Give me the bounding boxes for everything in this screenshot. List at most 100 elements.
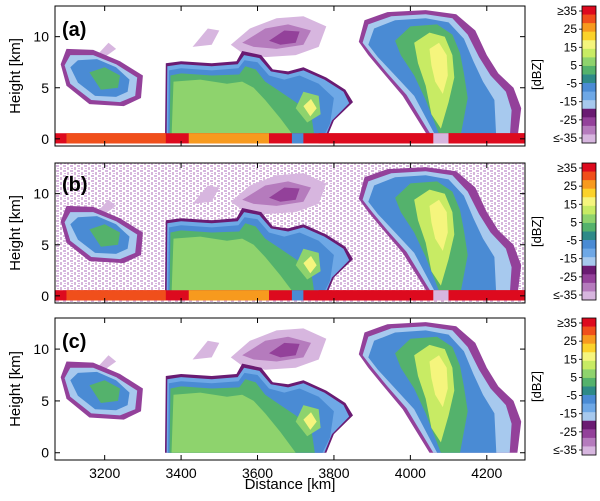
surface-echo-band xyxy=(66,290,166,301)
y-tick-label: 0 xyxy=(41,288,49,304)
y-tick-label: 0 xyxy=(41,445,49,461)
surface-echo-band xyxy=(188,133,269,144)
colorbar-swatch xyxy=(582,369,596,379)
panel-a: (a) Height [km] 0 5 10 xyxy=(7,5,526,147)
colorbar-swatch xyxy=(582,265,596,275)
colorbar-swatch xyxy=(582,91,596,101)
y-tick-label: 10 xyxy=(33,29,49,45)
colorbar-swatch xyxy=(582,205,596,215)
colorbar-swatch xyxy=(582,134,596,144)
x-tick-label: 3400 xyxy=(166,465,197,481)
panel-a-frame xyxy=(54,5,526,147)
colorbar-swatch xyxy=(582,437,596,447)
cloud-cirrus-fragment xyxy=(192,185,220,204)
surface-echo-band xyxy=(318,290,434,301)
y-tick-label: 5 xyxy=(41,393,49,409)
y-tick-label: 10 xyxy=(33,186,49,202)
colorbar-swatch xyxy=(582,83,596,93)
surface-echo-band xyxy=(291,133,304,144)
colorbar-swatch xyxy=(582,65,596,75)
panel-c-label: (c) xyxy=(62,331,86,353)
surface-echo-band xyxy=(448,133,525,144)
colorbar-swatch xyxy=(582,274,596,284)
colorbars: ≥35 25 15 5 -5 -15 -25 ≤-35 [dBZ] ≥35 25 15 5 -5 -15 -2… xyxy=(529,4,597,457)
colorbar-swatch xyxy=(582,180,596,190)
surface-echo-band xyxy=(55,133,525,144)
colorbar-swatch xyxy=(582,57,596,67)
cloud-left-green xyxy=(89,380,120,403)
surface-echo-band xyxy=(55,290,525,301)
panel-b: (b) Height [km] 0 5 10 xyxy=(7,162,526,304)
panel-c-xticks: 3200 3400 3600 3800 4000 4200 xyxy=(89,318,503,481)
y-tick-label: 5 xyxy=(41,237,49,253)
cloud-right-core xyxy=(429,199,448,251)
cloud-center-core xyxy=(171,79,296,139)
colorbar-tick-label: -5 xyxy=(566,77,577,91)
x-tick-label: 3200 xyxy=(89,465,120,481)
colorbar-swatch xyxy=(582,403,596,413)
cloud-left-green xyxy=(89,67,120,90)
colorbar-tick-label: 15 xyxy=(564,352,578,366)
panel-b-ylabel: Height [km] xyxy=(7,195,24,271)
colorbar-swatch xyxy=(582,257,596,267)
colorbar-swatch xyxy=(582,125,596,135)
surface-echo-band xyxy=(433,290,449,301)
colorbar-swatch xyxy=(582,231,596,241)
surface-echo-band xyxy=(188,290,269,301)
colorbar-swatch xyxy=(582,117,596,127)
cloud-cirrus-fragment-left xyxy=(97,355,117,370)
colorbar-b: ≥35 25 15 5 -5 -15 -25 ≤-35 [dBZ] xyxy=(529,161,597,302)
cloud-cirrus-core xyxy=(269,30,300,45)
colorbar-tick-label: -15 xyxy=(560,407,578,421)
colorbar-swatch xyxy=(582,74,596,84)
colorbar-swatch xyxy=(582,429,596,439)
colorbar-swatch xyxy=(582,395,596,405)
colorbar-swatch xyxy=(582,171,596,181)
cloud-center-convective-core xyxy=(303,412,317,430)
colorbar-swatch xyxy=(582,222,596,232)
colorbar-tick-label: -25 xyxy=(560,113,578,127)
x-tick-label: 4000 xyxy=(395,465,426,481)
cloud-center-convective-core xyxy=(303,99,317,117)
colorbar-swatch xyxy=(582,197,596,207)
cloud-left-green xyxy=(89,224,120,247)
colorbar-unit-label: [dBZ] xyxy=(529,59,544,90)
surface-echo-band xyxy=(291,290,304,301)
colorbar-frame xyxy=(581,5,597,144)
cloud-cirrus-fragment xyxy=(192,28,220,47)
colorbar-swatch xyxy=(582,420,596,430)
colorbar-frame xyxy=(581,317,597,456)
panel-b-plot-area xyxy=(55,163,525,303)
panel-a-xticks xyxy=(104,6,488,146)
cloud-cirrus-core xyxy=(269,342,300,358)
colorbar-swatch xyxy=(582,360,596,370)
colorbar-unit-label: [dBZ] xyxy=(529,216,544,247)
colorbar-swatch xyxy=(582,6,596,15)
colorbar-swatch xyxy=(582,40,596,50)
surface-echo-band xyxy=(66,133,166,144)
colorbar-swatch xyxy=(582,100,596,110)
colorbar-swatch xyxy=(582,291,596,301)
cloud-center-core xyxy=(171,236,296,296)
panel-b-xticks xyxy=(104,163,488,303)
panel-c-yticks: 0 5 10 xyxy=(33,341,525,461)
colorbar-swatch xyxy=(582,14,596,24)
colorbar-swatch xyxy=(582,446,596,456)
panel-c: (c) Height [km] 0 5 10 3200 3400 3600 3800 400… xyxy=(7,317,526,493)
colorbar-tick-label: -25 xyxy=(560,425,578,439)
panel-b-surface-echo xyxy=(55,290,525,301)
colorbar-a: ≥35 25 15 5 -5 -15 -25 ≤-35 [dBZ] xyxy=(529,4,597,145)
panel-a-ylabel: Height [km] xyxy=(7,38,24,114)
colorbar-c: ≥35 25 15 5 -5 -15 -25 ≤-35 [dBZ] xyxy=(529,316,597,457)
colorbar-tick-label: ≤-35 xyxy=(553,288,577,302)
panel-a-plot-area xyxy=(55,10,525,144)
colorbar-swatch xyxy=(582,163,596,172)
panel-b-yticks: 0 5 10 xyxy=(33,186,525,304)
x-tick-label: 3800 xyxy=(318,465,349,481)
cloud-right-core xyxy=(429,355,448,408)
colorbar-tick-label: 5 xyxy=(570,58,577,72)
colorbar-tick-label: 15 xyxy=(564,197,578,211)
surface-echo-band xyxy=(318,133,434,144)
panel-a-clouds xyxy=(60,10,522,139)
colorbar-swatch xyxy=(582,377,596,387)
